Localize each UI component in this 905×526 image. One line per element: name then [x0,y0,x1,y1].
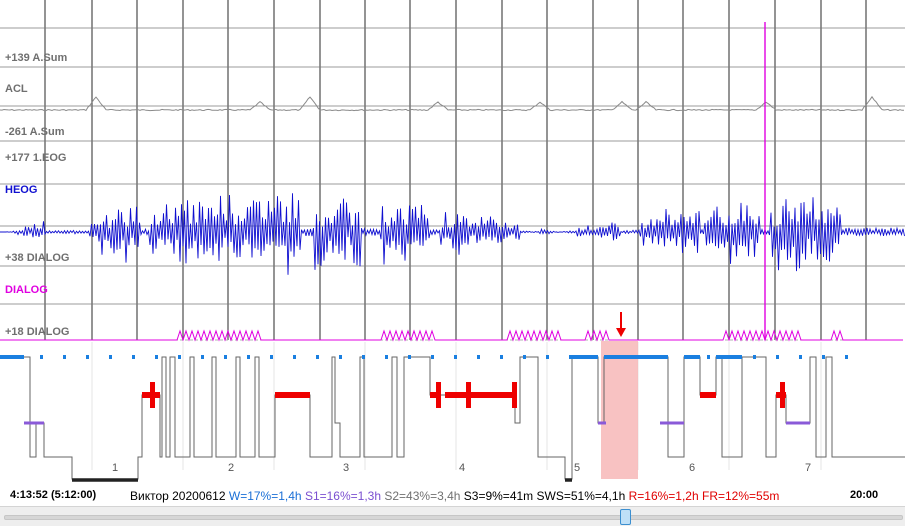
acl-scale-min-label: -261 A.Sum [5,126,65,138]
hypnogram[interactable] [0,341,905,482]
wake-tick [431,355,434,359]
wake-tick [339,355,342,359]
wake-tick [316,355,319,359]
horizontal-scrollbar[interactable] [0,506,905,526]
wake-tick [500,355,503,359]
stat-sws: SWS=51%=4,1h [536,489,626,503]
wake-tick [799,355,802,359]
rem-burst [780,382,785,408]
dialog-scale-max-label: +38 DIALOG [5,252,70,264]
acl-trace [0,95,905,112]
wake-tick [40,355,43,359]
cycle-number: 7 [805,462,812,474]
sleep-summary: Виктор 20200612 W=17%=1,4h S1=16%=1,3h S… [130,489,779,503]
wake-tick [730,355,733,359]
wake-tick [178,355,181,359]
time-end-label: 20:00 [850,489,879,501]
dialog-scale-min-label: +18 DIALOG [5,326,70,338]
wake-tick [753,355,756,359]
stat-s1: S1=16%=1,3h [304,489,382,503]
dialog-trace [0,22,903,342]
acl-signal-path [0,95,905,112]
wake-tick [776,355,779,359]
wake-tick [270,355,273,359]
rem-burst [436,382,441,408]
stat-s3: S3=9%=41m [463,489,534,503]
stat-wake: W=17%=1,4h [228,489,302,503]
acl-scale-max-label: +139 A.Sum [5,52,68,64]
wake-tick [638,355,641,359]
heog-scale-max-label: +177 1.EOG [5,152,67,164]
rem-burst [512,382,517,408]
wake-tick [109,355,112,359]
wake-tick [707,355,710,359]
wake-tick [385,355,388,359]
hypnogram-stage-line [0,356,905,480]
summary-name: Виктор 20200612 [130,489,226,503]
wake-tick [822,355,825,359]
wake-tick [546,355,549,359]
cycle-number: 4 [459,462,466,474]
stat-rem: R=16%=1,2h [628,489,699,503]
wake-tick [293,355,296,359]
wake-tick [155,355,158,359]
heog-channel-label[interactable]: HEOG [5,184,38,196]
heog-trace [0,193,905,275]
stat-s2: S2=43%=3,4h [384,489,461,503]
rem-burst [150,382,155,408]
wake-tick [523,355,526,359]
wake-tick [201,355,204,359]
wake-tick [224,355,227,359]
cycle-number: 6 [689,462,696,474]
cycle-number: 2 [228,462,235,474]
cycle-number: 3 [343,462,350,474]
rem-burst [466,382,471,408]
wake-tick [477,355,480,359]
heog-signal-path [0,193,905,275]
wake-tick [247,355,250,359]
marker-arrow-head [616,328,626,337]
wake-tick [63,355,66,359]
dialog-signal-path [0,329,903,342]
wake-tick [615,355,618,359]
wake-tick [592,355,595,359]
wake-tick [132,355,135,359]
cycle-number: 1 [112,462,119,474]
wake-tick [684,355,687,359]
selection-highlight [601,341,638,479]
acl-channel-label[interactable]: ACL [5,83,28,95]
stat-fr: FR=12%=55m [702,489,780,503]
wake-tick [86,355,89,359]
wake-tick [408,355,411,359]
wake-tick [362,355,365,359]
scrollbar-groove [4,515,903,520]
wake-tick [569,355,572,359]
dialog-channel-label[interactable]: DIALOG [5,284,48,296]
position-marker-arrow [616,312,626,337]
wake-tick [661,355,664,359]
time-start-label: 4:13:52 (5:12:00) [10,489,97,501]
grid-lines [0,0,905,470]
scrollbar-thumb[interactable] [620,509,631,525]
wake-tick [845,355,848,359]
wake-tick [454,355,457,359]
cycle-number: 5 [574,462,581,474]
